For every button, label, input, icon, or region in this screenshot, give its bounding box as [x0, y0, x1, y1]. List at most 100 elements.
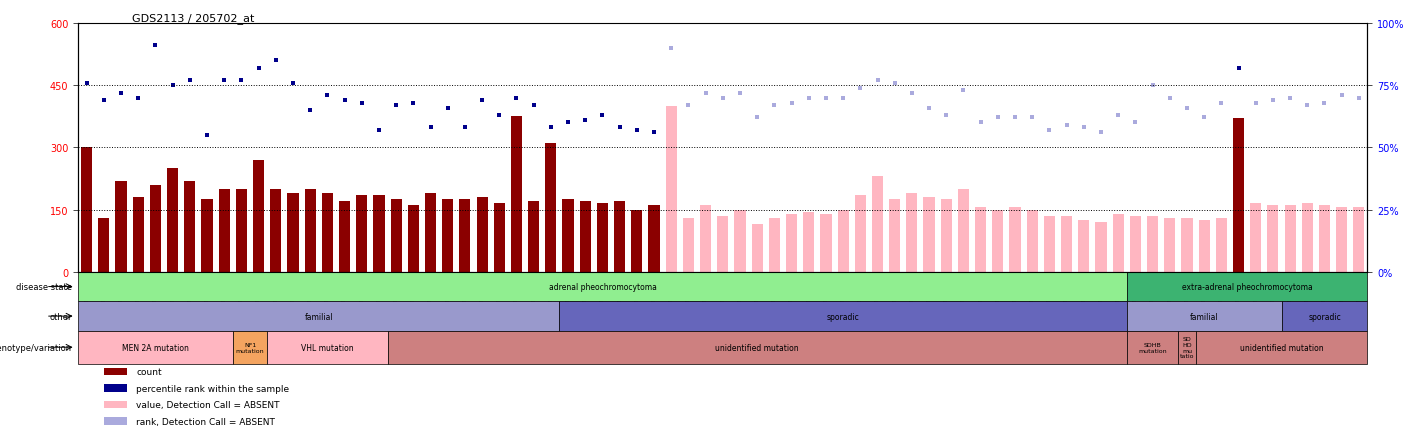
Point: [1142, 82, 1164, 89]
Point: [334, 97, 356, 104]
Point: [832, 95, 855, 102]
Point: [1159, 95, 1181, 102]
Bar: [1302, 204, 1314, 272]
Point: [970, 120, 993, 127]
Bar: [1267, 206, 1278, 272]
Bar: [683, 218, 694, 272]
Point: [385, 102, 408, 109]
Bar: [494, 204, 506, 272]
Point: [591, 112, 613, 119]
Point: [1314, 100, 1336, 107]
Bar: [219, 189, 230, 272]
Text: VHL mutation: VHL mutation: [301, 343, 354, 352]
Bar: [1336, 208, 1348, 272]
Bar: [1130, 216, 1140, 272]
Point: [900, 90, 923, 97]
Point: [987, 115, 1010, 122]
Text: count: count: [136, 367, 162, 376]
Point: [1021, 115, 1044, 122]
Bar: [1281, 302, 1367, 331]
Bar: [528, 202, 540, 272]
Text: extra-adrenal pheochromocytoma: extra-adrenal pheochromocytoma: [1181, 283, 1312, 291]
Bar: [649, 206, 660, 272]
Point: [1072, 125, 1095, 132]
Bar: [425, 194, 436, 272]
Bar: [1196, 331, 1367, 364]
Point: [213, 78, 236, 85]
Text: GDS2113 / 205702_at: GDS2113 / 205702_at: [132, 13, 254, 24]
Bar: [768, 218, 780, 272]
Point: [883, 80, 906, 87]
Bar: [391, 200, 402, 272]
Bar: [1179, 331, 1196, 364]
Text: NF1
mutation: NF1 mutation: [236, 342, 264, 353]
Point: [677, 102, 700, 109]
Point: [934, 112, 957, 119]
Bar: [1027, 210, 1038, 272]
Point: [951, 87, 974, 94]
Bar: [202, 200, 213, 272]
Bar: [1285, 206, 1295, 272]
Bar: [442, 200, 453, 272]
Point: [230, 78, 253, 85]
Bar: [785, 214, 797, 272]
Point: [1210, 100, 1233, 107]
Text: unidentified mutation: unidentified mutation: [716, 343, 799, 352]
Bar: [98, 218, 109, 272]
Bar: [579, 202, 591, 272]
Bar: [976, 208, 987, 272]
Text: MEN 2A mutation: MEN 2A mutation: [122, 343, 189, 352]
Point: [625, 127, 648, 134]
Point: [849, 85, 872, 92]
Text: adrenal pheochromocytoma: adrenal pheochromocytoma: [548, 283, 656, 291]
Bar: [305, 189, 315, 272]
Point: [196, 132, 219, 139]
Point: [1038, 127, 1061, 134]
Bar: [562, 200, 574, 272]
Bar: [1127, 272, 1367, 302]
Bar: [1127, 331, 1179, 364]
Bar: [940, 200, 951, 272]
Point: [643, 130, 666, 137]
Text: unidentified mutation: unidentified mutation: [1240, 343, 1323, 352]
Bar: [104, 401, 128, 408]
Bar: [78, 331, 233, 364]
Point: [126, 95, 149, 102]
Bar: [270, 189, 281, 272]
Point: [694, 90, 717, 97]
Point: [1244, 100, 1267, 107]
Point: [179, 78, 202, 85]
Point: [453, 125, 476, 132]
Bar: [104, 384, 128, 392]
Bar: [1127, 302, 1281, 331]
Bar: [1216, 218, 1227, 272]
Point: [917, 105, 940, 112]
Point: [368, 127, 391, 134]
Bar: [1010, 208, 1021, 272]
Point: [298, 107, 321, 114]
Bar: [1078, 220, 1089, 272]
Bar: [559, 302, 1127, 331]
Bar: [81, 148, 92, 272]
Bar: [388, 331, 1127, 364]
Bar: [1164, 218, 1176, 272]
Point: [780, 100, 802, 107]
Point: [264, 58, 287, 65]
Point: [488, 112, 511, 119]
Point: [471, 97, 494, 104]
Text: percentile rank within the sample: percentile rank within the sample: [136, 384, 290, 393]
Point: [1193, 115, 1216, 122]
Bar: [511, 117, 523, 272]
Point: [1296, 102, 1319, 109]
Point: [711, 95, 734, 102]
Point: [574, 117, 596, 124]
Bar: [1319, 206, 1331, 272]
Bar: [104, 368, 128, 375]
Point: [162, 82, 185, 89]
Point: [247, 65, 270, 72]
Point: [815, 95, 838, 102]
Point: [608, 125, 630, 132]
Point: [798, 95, 821, 102]
Point: [92, 97, 115, 104]
Bar: [1113, 214, 1123, 272]
